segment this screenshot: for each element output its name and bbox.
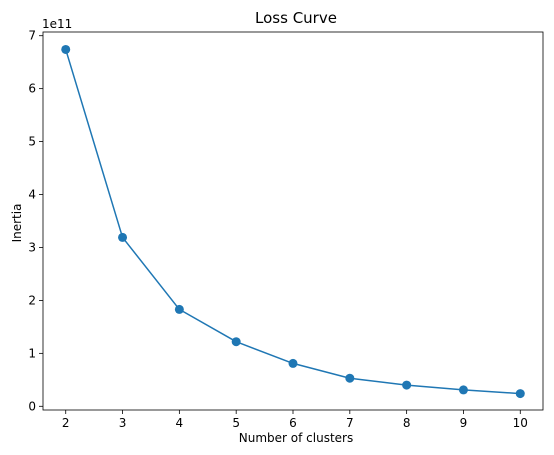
data-point-marker	[402, 380, 412, 390]
x-axis-label: Number of clusters	[239, 431, 353, 445]
x-tick-label: 6	[289, 416, 297, 430]
series-line	[65, 49, 521, 395]
y-tick-label: 4	[28, 188, 36, 202]
data-point-marker	[118, 232, 128, 242]
data-point-marker	[174, 304, 184, 314]
y-tick-label: 5	[28, 135, 36, 149]
x-tick-label: 8	[403, 416, 411, 430]
y-axis-offset-label: 1e11	[42, 17, 72, 31]
data-point-marker	[345, 373, 355, 383]
data-point-marker	[231, 337, 241, 347]
x-tick-label: 2	[62, 416, 70, 430]
y-axis-label: Inertia	[10, 204, 24, 243]
data-point-marker	[288, 358, 298, 368]
x-tick-label: 10	[513, 416, 528, 430]
y-tick-label: 6	[28, 82, 36, 96]
y-tick-label: 0	[28, 399, 36, 413]
data-point-marker	[61, 44, 71, 54]
y-tick-label: 7	[28, 29, 36, 43]
chart-title: Loss Curve	[255, 9, 337, 27]
x-tick-label: 9	[460, 416, 468, 430]
data-point-marker	[515, 389, 525, 399]
y-tick-label: 1	[28, 346, 36, 360]
axes: 2 3 4 5 6 7 8 9 10 0 1 2 3 4 5 6 7	[28, 29, 544, 430]
data-point-marker	[458, 385, 468, 395]
y-tick-label: 3	[28, 240, 36, 254]
y-tick-label: 2	[28, 293, 36, 307]
x-tick-label: 3	[119, 416, 127, 430]
x-tick-label: 5	[232, 416, 240, 430]
series-group	[61, 44, 525, 399]
x-tick-label: 7	[346, 416, 354, 430]
x-tick-label: 4	[176, 416, 184, 430]
